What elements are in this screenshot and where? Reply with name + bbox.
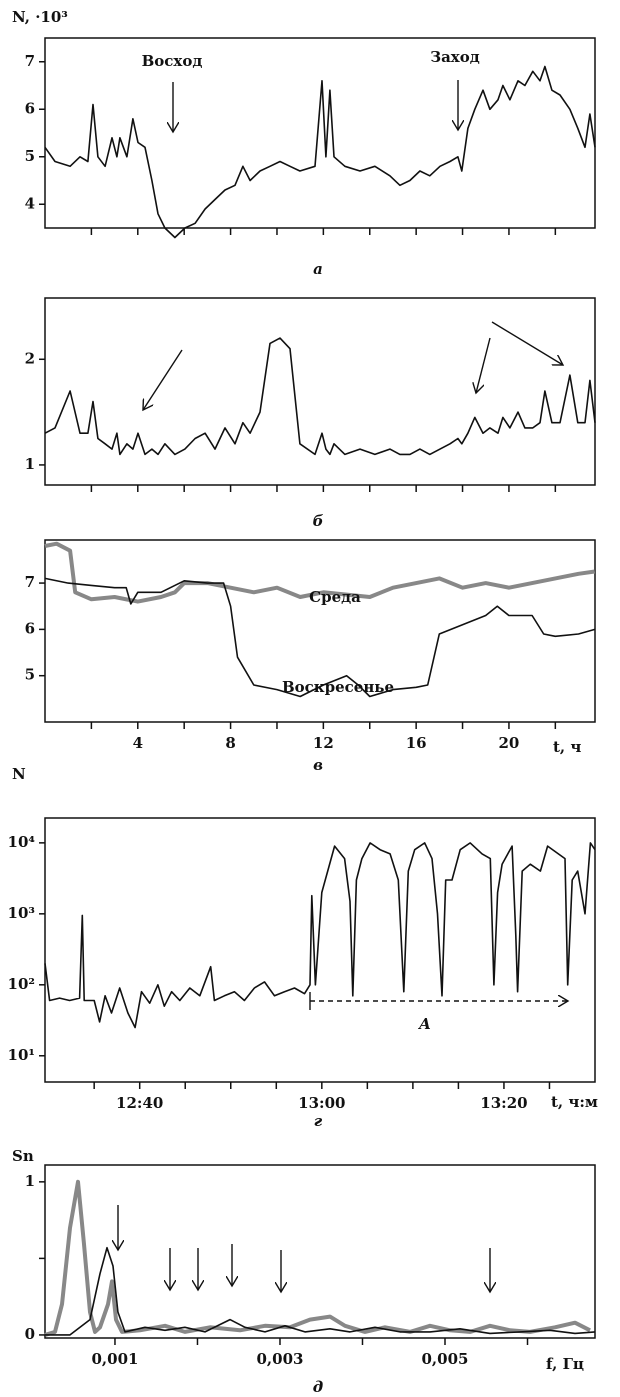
x-axis-label: t, ч [553,738,581,756]
y-tick-label: 1 [25,455,35,473]
series-line [44,577,596,698]
y-tick-label: 7 [25,52,35,70]
x-tick-label: 0,005 [422,1350,469,1368]
plot-frame [44,37,596,229]
series-line [44,337,596,456]
y-tick-label: 1 [25,1172,35,1190]
x-tick-label: 0,003 [256,1350,303,1368]
annotation-arrows [118,80,568,1292]
x-tick-label: 16 [406,734,427,752]
panel-caption: а [313,260,323,278]
panel-caption: б [313,512,324,530]
y-tick-label: 10¹ [8,1046,35,1064]
annotation: Восход [142,52,203,70]
y-tick-label: 10² [8,975,35,993]
y-tick-label: 6 [25,99,35,117]
panel-caption: д [313,1378,323,1396]
legend-label: Среда [309,588,361,606]
series-line [44,842,596,1029]
legend-label: Воскресенье [282,678,394,696]
annotation: Заход [430,48,479,66]
arrow [491,321,563,365]
x-tick-label: 13:20 [480,1094,527,1112]
y-axis-label: N, ·10³ [12,8,68,26]
y-tick-label: 2 [25,349,35,367]
y-axis-label: N [12,765,26,783]
panel-caption: в [313,756,323,774]
plot-frame [44,539,596,723]
y-tick-label: 10⁴ [8,833,36,851]
plot-frame [44,817,596,1083]
y-tick-label: 7 [25,573,35,591]
x-tick-label: 13:00 [298,1094,345,1112]
x-tick-label: 12 [313,734,334,752]
y-tick-label: 0 [25,1325,35,1343]
series-line [44,1179,591,1337]
annotation: A [417,1015,431,1033]
y-tick-label: 4 [25,194,35,212]
y-tick-label: 5 [25,147,35,165]
x-tick-label: 0,001 [91,1350,138,1368]
y-tick-label: 10³ [8,904,35,922]
y-axis-label: Sn [12,1147,34,1165]
series-line [44,541,596,604]
series-line [44,65,596,239]
x-axis-label: t, ч:м [551,1093,598,1111]
x-tick-label: 4 [133,734,143,752]
x-axis-label: f, Гц [546,1355,584,1373]
x-tick-label: 20 [499,734,520,752]
x-tick-label: 12:40 [116,1094,163,1112]
x-tick-label: 8 [225,734,235,752]
series-line [45,1246,596,1336]
plot-frame [44,297,596,486]
arrow [476,337,491,393]
arrow [143,349,183,410]
y-tick-label: 5 [25,666,35,684]
panel-caption: г [314,1112,323,1130]
plot-frame [44,1164,596,1339]
y-tick-label: 6 [25,619,35,637]
